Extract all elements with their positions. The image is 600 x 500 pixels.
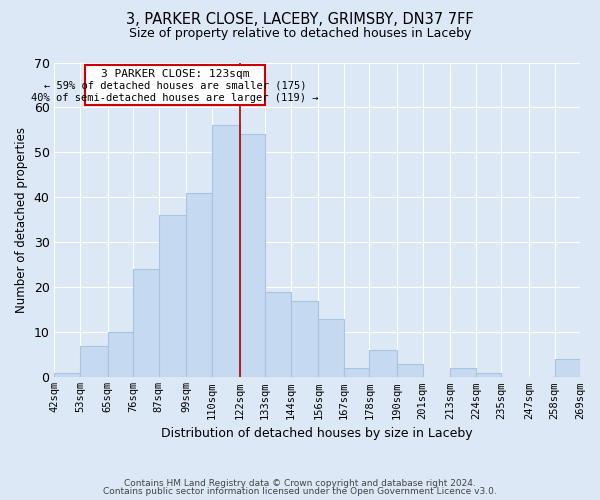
FancyBboxPatch shape	[85, 64, 265, 105]
Bar	[265, 292, 290, 377]
Text: Contains HM Land Registry data © Crown copyright and database right 2024.: Contains HM Land Registry data © Crown c…	[124, 478, 476, 488]
Text: 3, PARKER CLOSE, LACEBY, GRIMSBY, DN37 7FF: 3, PARKER CLOSE, LACEBY, GRIMSBY, DN37 7…	[126, 12, 474, 28]
Bar	[554, 359, 580, 377]
Text: ← 59% of detached houses are smaller (175): ← 59% of detached houses are smaller (17…	[44, 81, 306, 91]
Text: 40% of semi-detached houses are larger (119) →: 40% of semi-detached houses are larger (…	[31, 93, 319, 103]
Bar	[187, 193, 212, 377]
Text: Contains public sector information licensed under the Open Government Licence v3: Contains public sector information licen…	[103, 488, 497, 496]
Bar	[55, 372, 80, 377]
Bar	[212, 126, 239, 377]
Text: 3 PARKER CLOSE: 123sqm: 3 PARKER CLOSE: 123sqm	[101, 68, 249, 78]
Y-axis label: Number of detached properties: Number of detached properties	[15, 126, 28, 313]
Bar	[107, 332, 133, 377]
Bar	[476, 372, 501, 377]
Bar	[133, 269, 158, 377]
Bar	[344, 368, 370, 377]
Bar	[290, 300, 319, 377]
Bar	[80, 346, 107, 377]
Bar	[397, 364, 422, 377]
X-axis label: Distribution of detached houses by size in Laceby: Distribution of detached houses by size …	[161, 427, 473, 440]
Bar	[319, 318, 344, 377]
Bar	[158, 216, 187, 377]
Text: Size of property relative to detached houses in Laceby: Size of property relative to detached ho…	[129, 28, 471, 40]
Bar	[451, 368, 476, 377]
Bar	[370, 350, 397, 377]
Bar	[239, 134, 265, 377]
